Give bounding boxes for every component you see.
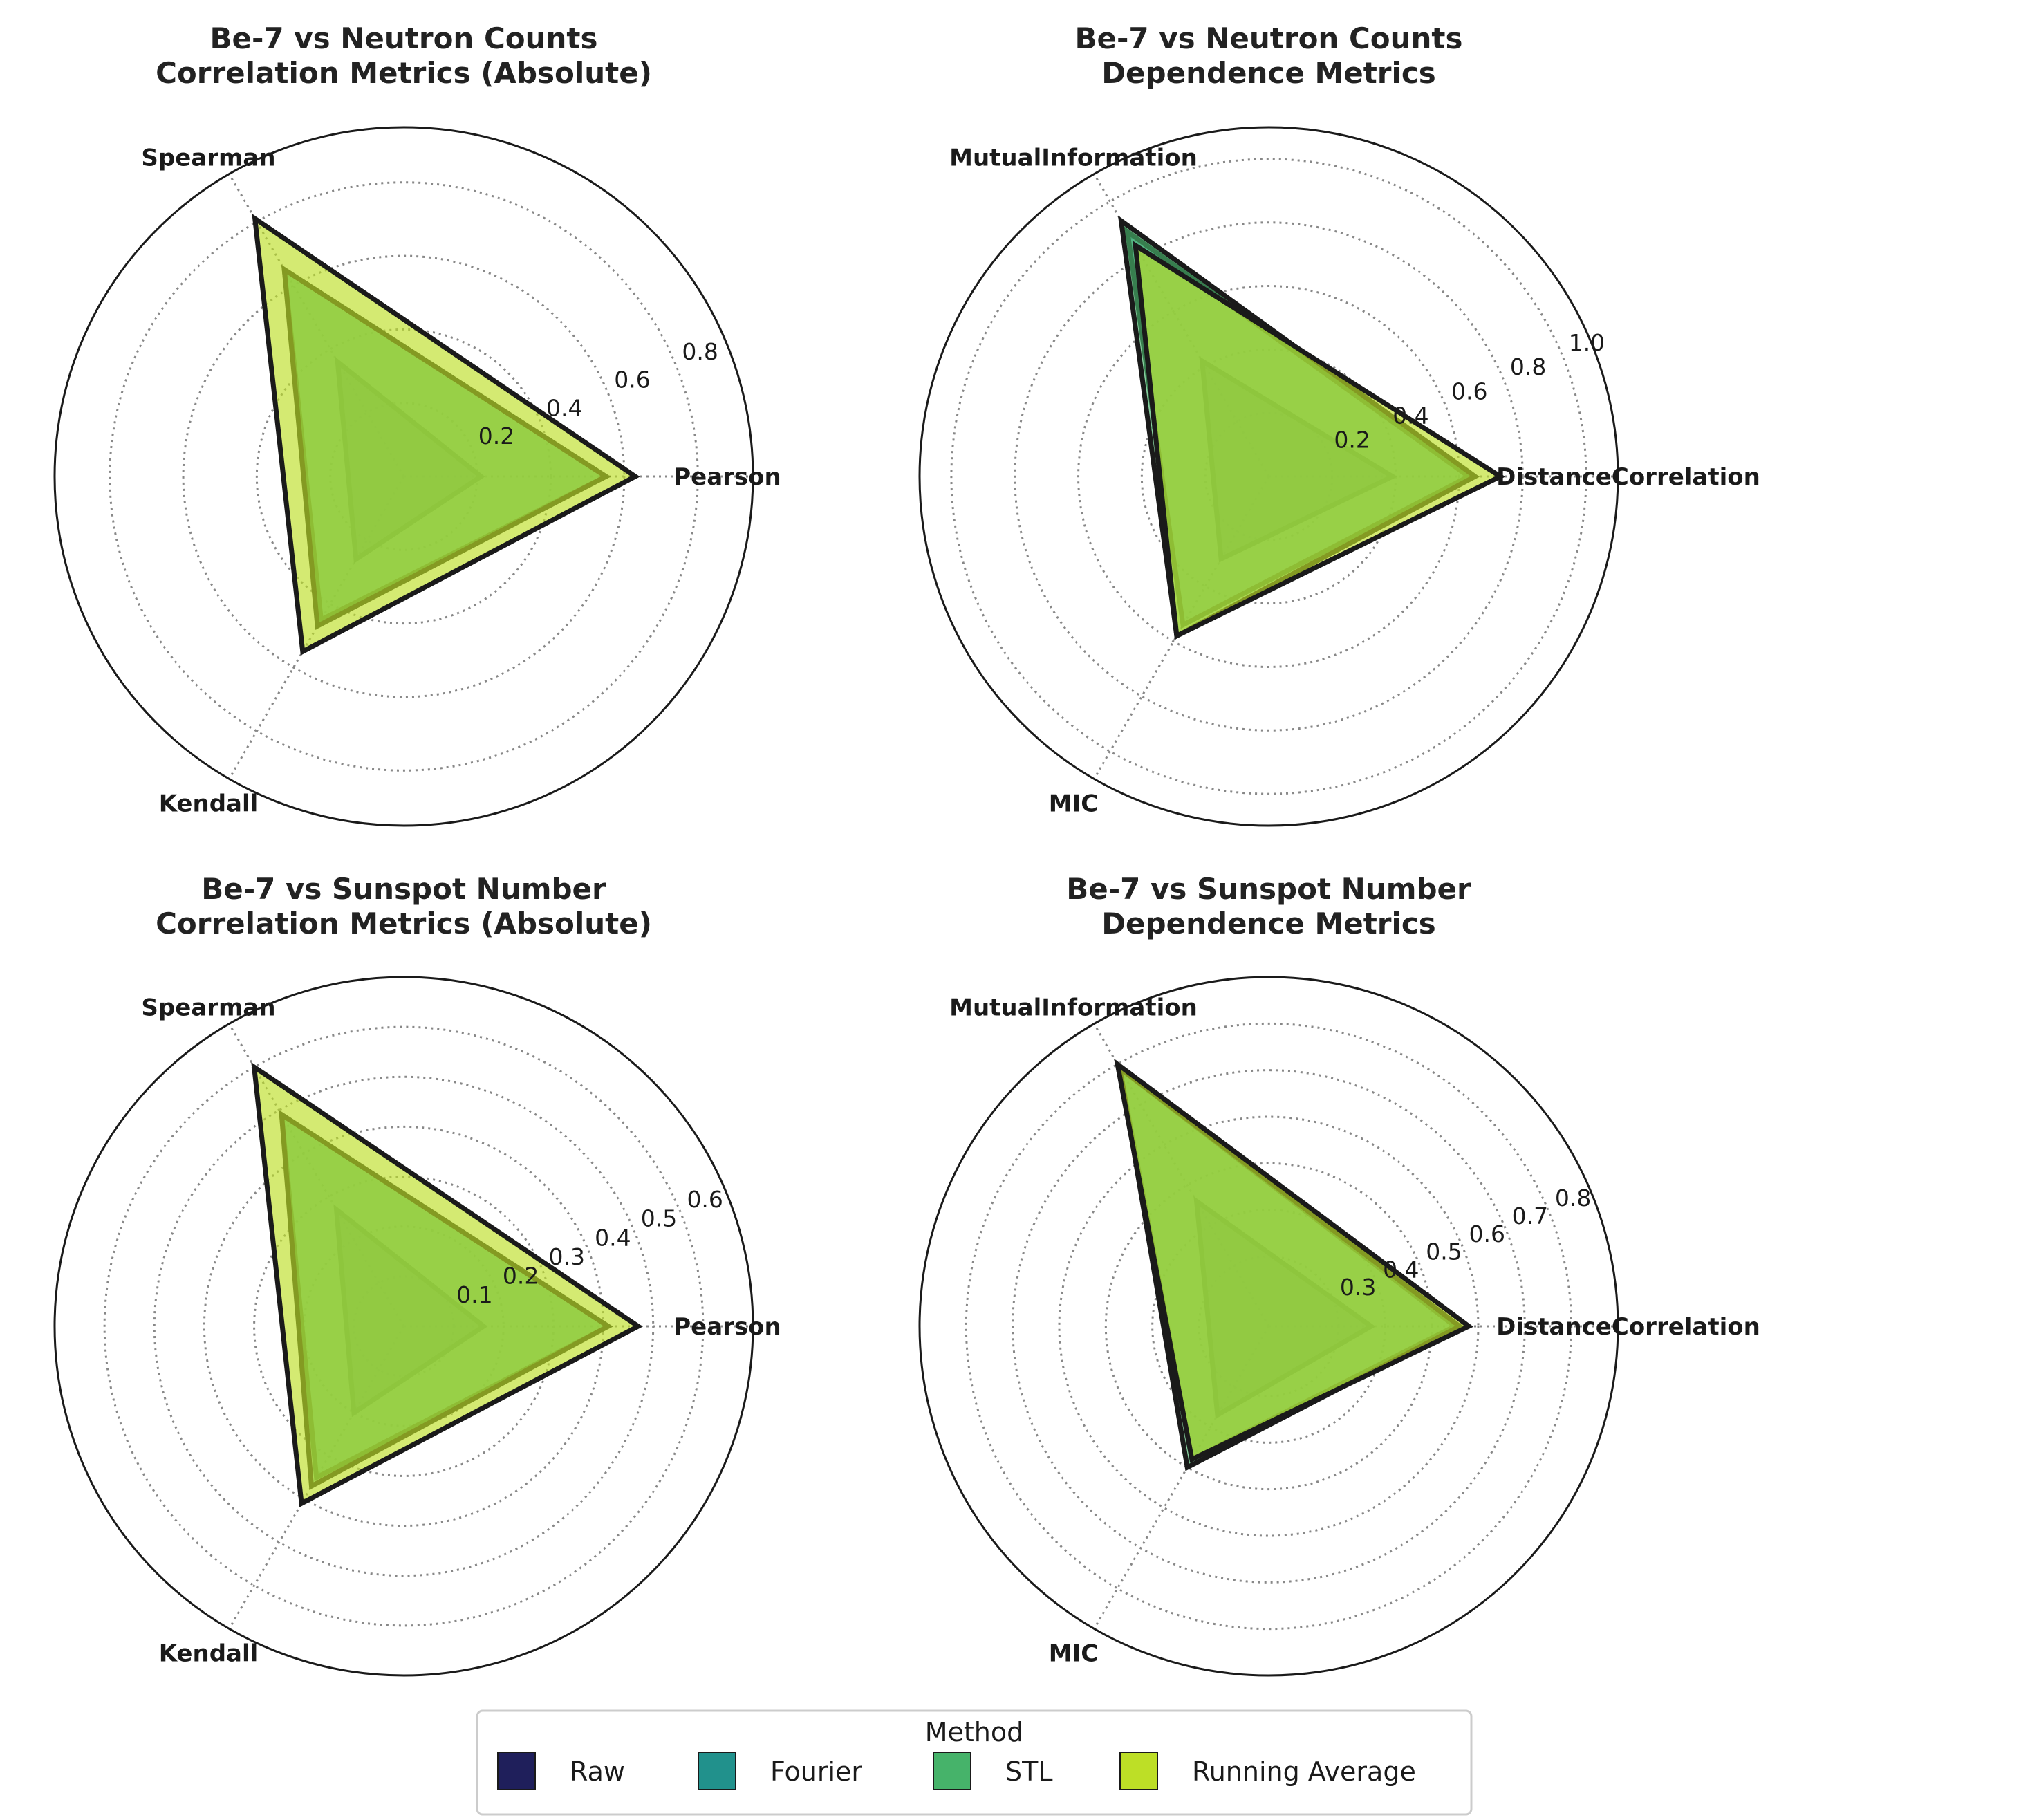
- axis-spoke: [1093, 1326, 1270, 1630]
- r-tick-label: 0.4: [546, 394, 582, 421]
- legend-label-fourier: Fourier: [770, 1756, 862, 1787]
- radar-chart-4: Be-7 vs Sunspot Number Dependence Metrics…: [918, 872, 1760, 1677]
- axis-label-kendall: Kendall: [159, 790, 259, 818]
- series-running-average: [251, 1061, 643, 1507]
- polar-frame: [918, 976, 1619, 1677]
- chart-title-line: Correlation Metrics (Absolute): [156, 907, 652, 940]
- r-tick-label: 1.0: [1569, 329, 1605, 356]
- polar-frame: [53, 976, 754, 1677]
- axis-label-mic: MIC: [1049, 1640, 1098, 1668]
- polar-frame: [53, 126, 754, 827]
- r-tick-label: 0.6: [1451, 378, 1487, 405]
- axis-label-kendall: Kendall: [159, 1640, 259, 1668]
- radar-chart-3: Be-7 vs Sunspot Number Correlation Metric…: [53, 872, 781, 1677]
- chart-title: Be-7 vs Sunspot Number Correlation Metric…: [156, 872, 652, 940]
- r-tick-label: 0.4: [1393, 402, 1428, 429]
- r-tick-label: 0.5: [641, 1205, 677, 1232]
- axis-label-mic: MIC: [1049, 790, 1098, 818]
- axis-label-pearson: Pearson: [673, 1313, 781, 1341]
- r-tick-label: 0.5: [1426, 1238, 1462, 1265]
- chart-title-line: Correlation Metrics (Absolute): [156, 56, 652, 90]
- chart-title-line: Be-7 vs Sunspot Number: [201, 872, 606, 906]
- chart-title-line: Be-7 vs Neutron Counts: [1074, 21, 1462, 55]
- r-tick-label: 0.6: [687, 1186, 723, 1213]
- grid-circle: [965, 1022, 1573, 1631]
- radar-chart-2: Be-7 vs Neutron Counts Dependence Metrics…: [918, 21, 1760, 827]
- chart-title-line: Be-7 vs Neutron Counts: [209, 21, 597, 55]
- legend-title: Method: [925, 1717, 1024, 1747]
- legend-swatch-running-average: [1119, 1752, 1158, 1790]
- r-tick-label: 0.1: [456, 1281, 492, 1308]
- polar-frame: [918, 126, 1619, 827]
- r-tick-label: 0.6: [614, 366, 650, 393]
- legend-swatch-fourier: [698, 1752, 736, 1790]
- r-tick-label: 0.2: [1334, 427, 1370, 454]
- legend-items: Raw Fourier STL Running Average: [497, 1752, 1416, 1790]
- chart-title: Be-7 vs Neutron Counts Dependence Metrics: [1074, 21, 1462, 90]
- axis-label-mutualinformation: MutualInformation: [949, 994, 1198, 1021]
- r-tick-label: 0.8: [1555, 1185, 1591, 1211]
- r-tick-label: 0.4: [595, 1224, 631, 1251]
- r-tick-label: 0.8: [1510, 353, 1546, 380]
- radar-panels: Be-7 vs Neutron Counts Correlation Metric…: [53, 21, 1760, 1677]
- axis-label-mutualinformation: MutualInformation: [949, 144, 1198, 171]
- legend-label-raw: Raw: [570, 1756, 625, 1787]
- grid-circle: [1014, 221, 1524, 732]
- axis-label-spearman: Spearman: [141, 994, 275, 1021]
- r-tick-label: 0.4: [1383, 1256, 1419, 1283]
- r-tick-label: 0.2: [503, 1262, 539, 1289]
- legend-label-stl: STL: [1005, 1756, 1053, 1787]
- chart-title: Be-7 vs Sunspot Number Dependence Metrics: [1066, 872, 1471, 940]
- legend: Method Raw Fourier STL Running Average: [476, 1709, 1473, 1816]
- legend-swatch-raw: [497, 1752, 536, 1790]
- chart-title: Be-7 vs Neutron Counts Correlation Metric…: [156, 21, 652, 90]
- legend-swatch-stl: [933, 1752, 971, 1790]
- axis-label-pearson: Pearson: [673, 463, 781, 491]
- r-tick-label: 0.2: [478, 423, 514, 449]
- r-tick-label: 0.7: [1512, 1202, 1548, 1229]
- r-tick-label: 0.8: [682, 338, 718, 365]
- axis-label-distancecorrelation: DistanceCorrelation: [1496, 1313, 1760, 1341]
- series-running-average: [252, 213, 640, 656]
- radar-chart-1: Be-7 vs Neutron Counts Correlation Metric…: [53, 21, 781, 827]
- axis-label-spearman: Spearman: [141, 144, 275, 171]
- series-running-average: [1114, 1058, 1474, 1463]
- r-tick-label: 0.3: [1340, 1274, 1376, 1301]
- chart-title-line: Dependence Metrics: [1101, 56, 1436, 90]
- axis-label-distancecorrelation: DistanceCorrelation: [1496, 463, 1760, 491]
- legend-label-running-average: Running Average: [1192, 1756, 1416, 1787]
- r-tick-label: 0.3: [548, 1243, 584, 1270]
- chart-title-line: Be-7 vs Sunspot Number: [1066, 872, 1471, 906]
- series-running-average: [1132, 241, 1506, 640]
- chart-title-line: Dependence Metrics: [1101, 907, 1436, 940]
- grid-circle: [1058, 1115, 1480, 1537]
- r-tick-label: 0.6: [1469, 1220, 1505, 1247]
